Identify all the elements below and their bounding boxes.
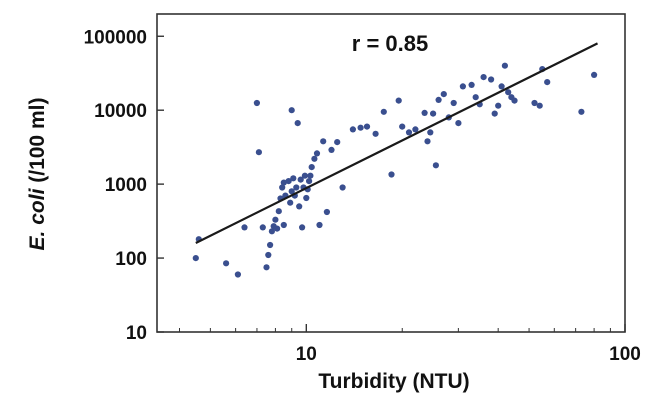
- data-point: [280, 179, 287, 186]
- data-point: [316, 221, 323, 229]
- data-point: [320, 138, 327, 145]
- y-tick-label: 100: [115, 249, 147, 270]
- data-point: [495, 102, 502, 109]
- x-axis-title: Turbidity (NTU): [318, 370, 469, 393]
- data-point: [455, 120, 462, 127]
- data-point: [491, 110, 498, 117]
- data-point: [288, 107, 295, 114]
- data-point: [536, 102, 543, 109]
- y-tick-label: 1000: [105, 175, 147, 196]
- data-point: [472, 94, 479, 101]
- data-point: [311, 155, 318, 162]
- data-point: [223, 260, 230, 267]
- data-point: [412, 126, 419, 133]
- data-point: [459, 83, 466, 90]
- y-axis-title: E. coli (/100 ml): [26, 98, 49, 251]
- data-point: [388, 171, 395, 178]
- data-point: [440, 91, 447, 98]
- data-point: [192, 255, 199, 262]
- y-tick-label: 100000: [84, 27, 147, 48]
- data-point: [380, 108, 387, 115]
- data-points: [192, 62, 598, 278]
- data-point: [578, 108, 585, 115]
- data-point: [255, 149, 262, 156]
- data-point: [268, 228, 275, 235]
- data-point: [299, 224, 306, 231]
- data-point: [290, 175, 297, 182]
- data-point: [421, 109, 428, 116]
- data-point: [297, 176, 304, 183]
- data-point: [591, 71, 598, 78]
- data-point: [265, 251, 272, 259]
- data-point: [285, 178, 292, 185]
- data-point: [395, 97, 402, 104]
- data-point: [328, 146, 335, 153]
- data-point: [313, 150, 321, 157]
- data-point: [293, 184, 300, 191]
- regression-line: [195, 42, 599, 244]
- data-point: [363, 123, 371, 130]
- data-point: [279, 184, 286, 191]
- y-axis-title-italic: E. coli: [26, 187, 49, 250]
- data-point: [511, 97, 518, 104]
- data-point: [253, 99, 260, 107]
- data-point: [544, 79, 551, 86]
- data-point: [267, 241, 274, 249]
- data-point: [294, 120, 301, 127]
- data-point: [303, 194, 310, 202]
- data-point: [349, 126, 356, 133]
- correlation-annotation: r = 0.85: [352, 31, 428, 56]
- data-point: [424, 138, 431, 145]
- data-point: [307, 172, 314, 179]
- data-point: [323, 208, 330, 216]
- axis-ticks: 10 100 1000 10000 100000 10 100: [84, 27, 641, 365]
- data-point: [339, 184, 346, 191]
- data-point: [531, 99, 538, 107]
- data-point: [372, 130, 379, 137]
- data-point: [399, 123, 406, 130]
- data-point: [427, 129, 434, 136]
- data-point: [435, 96, 442, 103]
- data-point: [308, 164, 315, 171]
- x-tick-label: 10: [296, 344, 317, 365]
- data-point: [357, 124, 364, 131]
- data-point: [505, 89, 512, 96]
- y-tick-label: 10000: [94, 101, 147, 122]
- data-point: [450, 99, 457, 107]
- data-point: [405, 129, 413, 136]
- data-point: [432, 162, 439, 169]
- data-point: [259, 224, 266, 231]
- data-point: [488, 76, 495, 83]
- x-tick-label: 100: [609, 344, 641, 365]
- data-point: [468, 81, 475, 88]
- data-point: [501, 62, 508, 69]
- data-point: [274, 225, 281, 232]
- data-point: [272, 216, 279, 223]
- data-point: [280, 221, 287, 229]
- data-point: [301, 172, 308, 179]
- data-point: [480, 74, 487, 81]
- data-point: [241, 224, 248, 231]
- data-point: [275, 208, 282, 215]
- data-point: [296, 203, 303, 210]
- data-point: [288, 188, 295, 195]
- data-point: [334, 139, 341, 146]
- data-point: [430, 110, 437, 117]
- data-point: [306, 178, 313, 185]
- data-point: [498, 83, 505, 90]
- y-tick-label: 10: [126, 323, 147, 344]
- y-axis-title-rest: (/100 ml): [26, 98, 49, 189]
- data-point: [234, 271, 241, 278]
- data-point: [263, 264, 270, 271]
- data-point: [287, 199, 294, 206]
